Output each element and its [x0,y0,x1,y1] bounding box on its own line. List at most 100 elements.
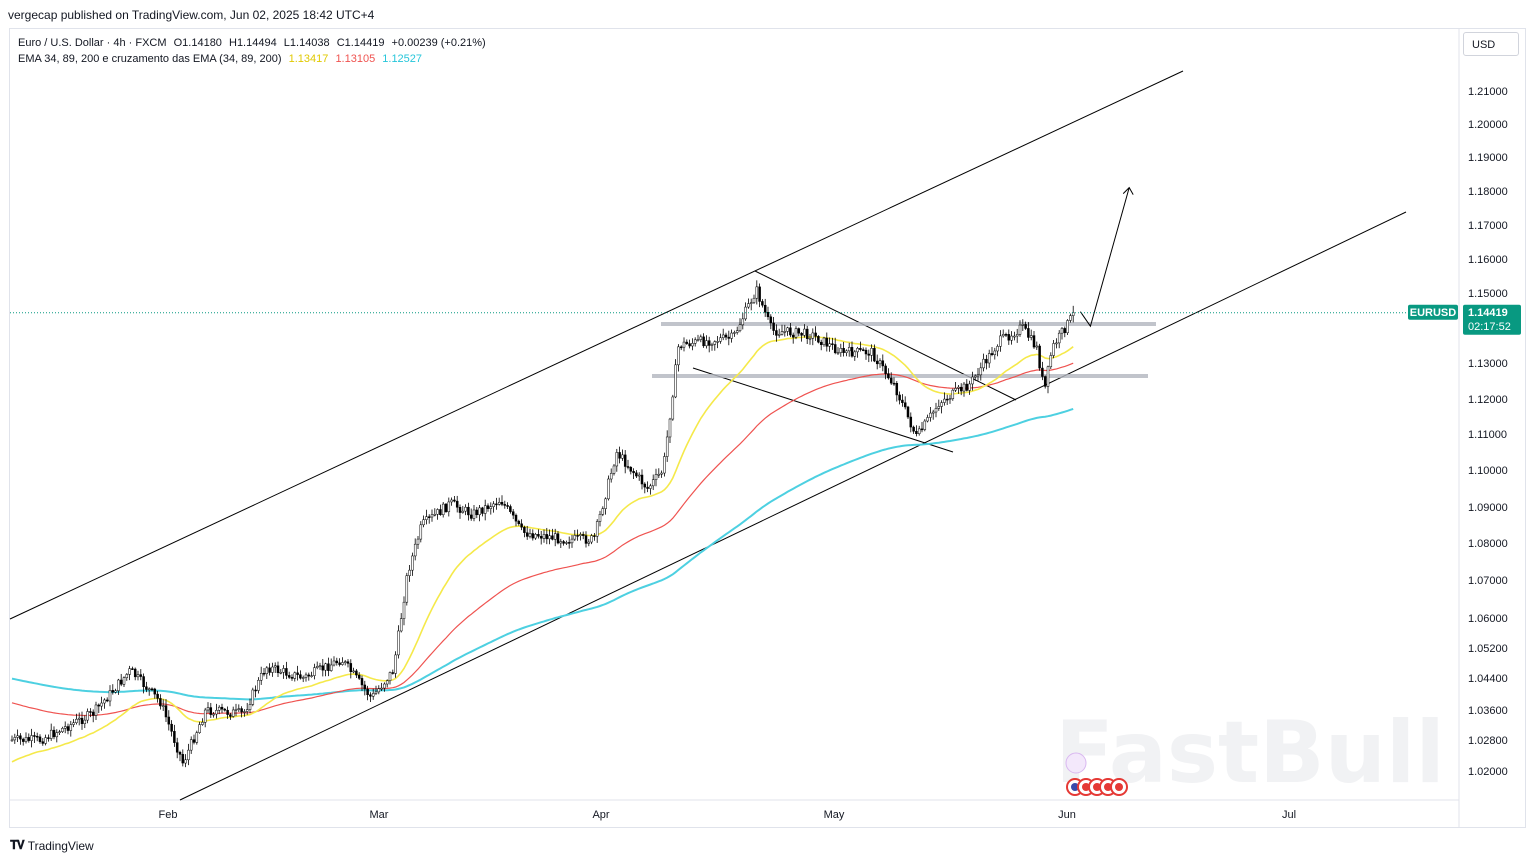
candle-body [945,398,949,401]
candle-body [657,473,661,476]
candle-body [873,348,876,362]
price-tick-label: 1.07000 [1468,575,1508,587]
candle-body [567,542,571,544]
candle-body [553,533,557,540]
candle-body [959,386,963,392]
candle-body [612,465,616,474]
candle-body [993,350,997,355]
candle-body [61,728,64,732]
candle-body [990,353,994,355]
candle-body [917,428,921,435]
candle-body [523,526,526,533]
event-flag-dot-icon [1071,783,1079,791]
candle-body [229,714,232,717]
candle-body [245,709,249,712]
candle-body [24,737,28,742]
candle-body [1024,324,1027,329]
candle-body [444,503,448,513]
candle-body [973,375,977,378]
candle-body [842,347,845,353]
candle-body [1021,324,1025,326]
candle-body [987,353,991,364]
candle-body [500,502,504,505]
candle-body [332,660,336,666]
candle-body [10,739,14,742]
candle-body [44,737,47,744]
candle-body [58,731,61,733]
candle-body [455,500,459,508]
candle-body [1046,366,1050,387]
time-tick-label: May [824,809,845,821]
price-axis: 1.21000 1.20000 1.19000 1.18000 1.17000 1.160… [10,29,1508,827]
price-tick-label: 1.11000 [1468,429,1507,441]
candle-body [775,330,778,336]
candle-body [38,736,42,742]
symbol-title: Euro / U.S. Dollar · 4h · FXCM [18,37,167,49]
candle-body [556,533,560,544]
candle-body [833,344,837,353]
currency-button[interactable]: USD [1463,32,1519,56]
candle-body [142,676,145,688]
candle-body [817,336,820,343]
candle-body [915,431,918,435]
candle-body [231,709,235,717]
candle-body [383,683,386,689]
candle-body [27,737,31,741]
candle-body [696,339,700,341]
candle-body [1071,312,1075,316]
candle-body [637,474,641,477]
candle-body [108,690,112,702]
candle-body [898,394,901,401]
candle-body [705,340,708,347]
symbol-row: Euro / U.S. Dollar · 4h · FXCM O1.14180 … [18,35,486,51]
candle-body [217,706,221,711]
candle-body [1066,320,1069,334]
candle-body [632,471,635,474]
candle-body [940,402,943,407]
candle-body [503,504,507,506]
candle-body [679,346,683,349]
candle-body [276,665,280,674]
candle-body [173,731,176,743]
candle-body [691,343,694,347]
price-tick-label: 1.02800 [1468,735,1508,747]
candle-body [369,694,372,697]
candle-body [604,498,607,509]
price-tick-label: 1.10000 [1468,465,1508,477]
candle-body [845,350,848,353]
candle-body [251,689,255,705]
candle-body [537,534,540,537]
candle-body [825,337,829,347]
price-tag-box [1463,304,1521,335]
candle-body [509,506,512,512]
candle-body [531,533,535,539]
candle-body [175,742,179,753]
ema34-line [11,336,1074,763]
candle-body [699,336,703,340]
price-tick-label: 1.04400 [1468,673,1508,685]
candle-body [391,672,395,674]
candle-body [752,297,756,303]
candle-body [749,302,753,304]
candle-body [551,535,554,540]
price-tag: EURUSD 1.14419 02:17:52 [1408,304,1521,335]
candle-body [962,383,966,392]
candle-body [153,688,157,695]
price-tick-label: 1.03600 [1468,705,1508,717]
candle-body [150,688,154,691]
candle-body [436,509,439,515]
candle-body [856,348,859,353]
tradingview-brand[interactable]: 𝐓𝐕 TradingView [10,838,94,853]
candle-body [923,420,927,430]
candle-body [405,575,409,603]
candle-body [545,534,549,540]
price-tick-label: 1.05200 [1468,643,1508,655]
candle-body [903,402,907,408]
candle-body [884,365,887,374]
candle-body [847,347,851,352]
candle-body [458,507,462,513]
candle-body [853,351,857,357]
candle-body [72,722,75,725]
candle-body [665,436,669,457]
